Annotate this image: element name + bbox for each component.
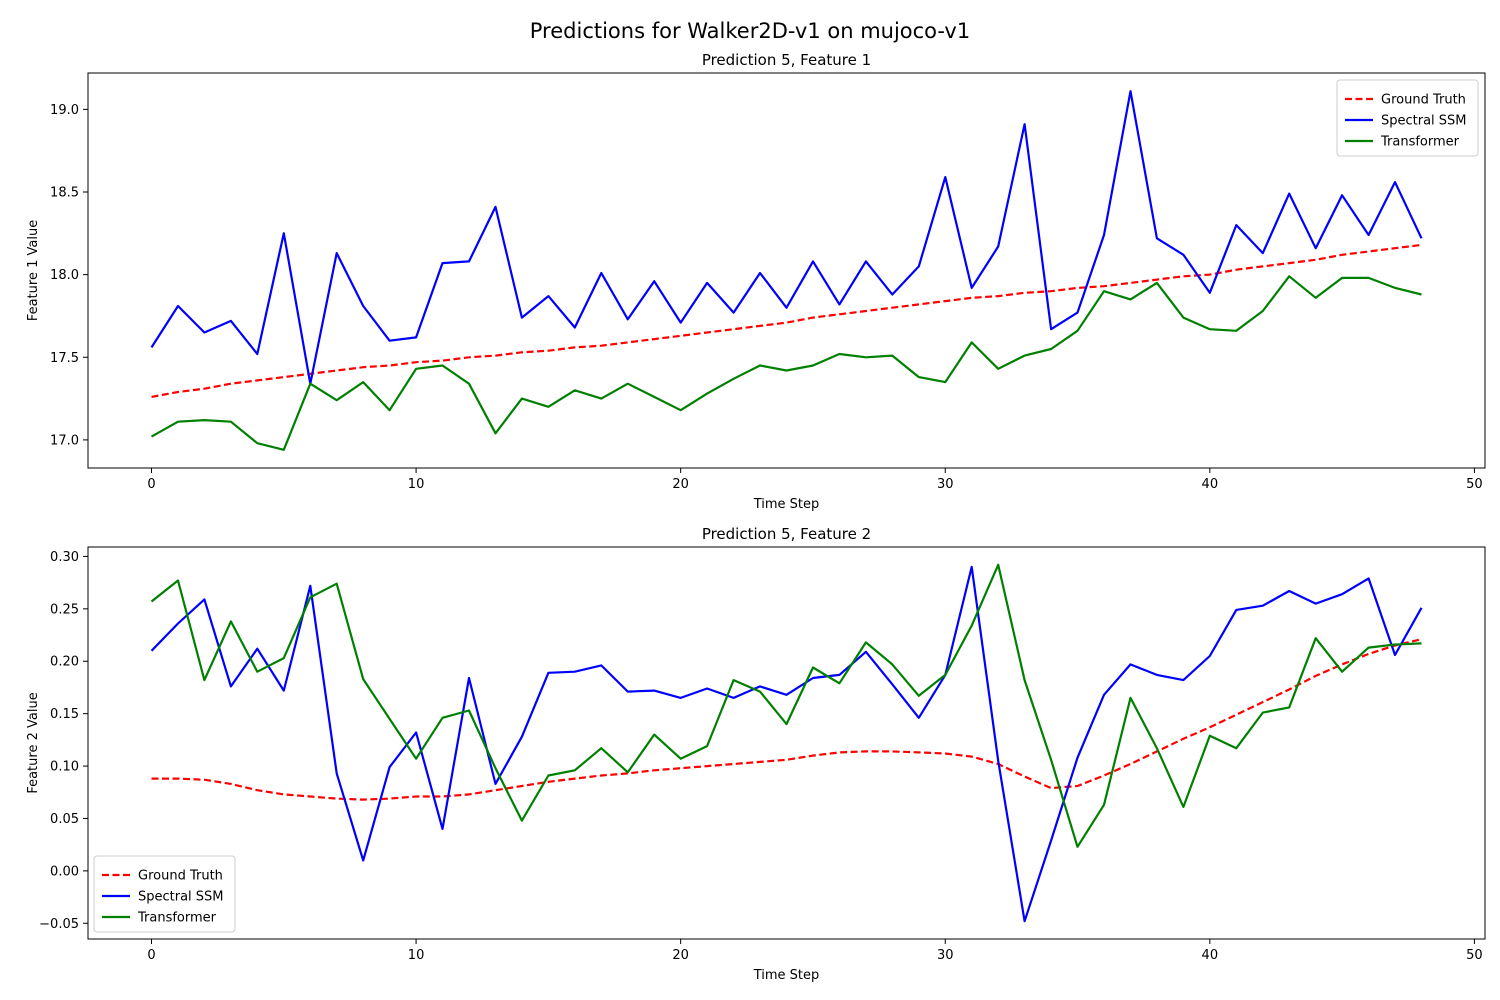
- feature-1-x-axis-label: Time Step: [753, 497, 820, 512]
- series-line-transformer: [150, 563, 1422, 848]
- legend-label: Transformer: [137, 911, 217, 926]
- y-tick-label: 0.20: [50, 655, 79, 670]
- feature-1-chart-title: Prediction 5, Feature 1: [702, 51, 871, 69]
- feature-2-series-lines: [150, 563, 1423, 923]
- legend-label: Transformer: [1380, 135, 1460, 150]
- feature-2-legend: Ground Truth Spectral SSM Transformer: [93, 855, 236, 933]
- legend-label: Ground Truth: [138, 869, 223, 884]
- x-tick-label: 40: [1202, 948, 1219, 963]
- x-tick-label: 30: [937, 477, 954, 492]
- series-line-spectral-ssm: [150, 565, 1423, 923]
- x-tick-label: 10: [408, 948, 425, 963]
- x-tick-label: 40: [1202, 477, 1219, 492]
- legend-label: Ground Truth: [1381, 93, 1466, 108]
- legend-label: Spectral SSM: [1381, 114, 1467, 129]
- feature-2-plot-frame: [87, 546, 1486, 940]
- x-tick-label: 20: [672, 477, 689, 492]
- series-line-spectral-ssm: [150, 90, 1423, 385]
- feature-1-ticks: 0 10 20 30 40 50 17.0 17.5 18.0 18.5 19.0: [50, 103, 1483, 492]
- feature-2-ticks: 0 10 20 30 40 50 −0.05 0.00 0.05 0.10 0.15 0.20 0.25…: [39, 550, 1483, 963]
- feature-1-plot-frame: [87, 72, 1486, 469]
- feature-2-x-axis-label: Time Step: [753, 968, 820, 983]
- x-tick-label: 20: [672, 948, 689, 963]
- x-tick-label: 10: [408, 477, 425, 492]
- y-tick-label: −0.05: [39, 917, 79, 932]
- series-line-transformer: [150, 275, 1422, 451]
- series-line-ground-truth: [151, 638, 1422, 801]
- feature-2-y-axis-label: Feature 2 Value: [26, 692, 41, 793]
- y-tick-label: 0.10: [50, 760, 79, 775]
- legend-label: Spectral SSM: [138, 890, 224, 905]
- y-tick-label: 0.00: [50, 864, 79, 879]
- y-tick-label: 0.05: [50, 812, 79, 827]
- y-tick-label: 0.30: [50, 550, 79, 565]
- feature-1-panel: Prediction 5, Feature 1 Time Step Featur…: [26, 51, 1486, 512]
- feature-1-y-axis-label: Feature 1 Value: [26, 220, 41, 321]
- y-tick-label: 19.0: [50, 103, 79, 118]
- x-tick-label: 0: [147, 477, 155, 492]
- y-tick-label: 17.0: [50, 433, 79, 448]
- y-tick-label: 0.25: [50, 602, 79, 617]
- y-tick-label: 0.15: [50, 707, 79, 722]
- y-tick-label: 18.0: [50, 268, 79, 283]
- feature-2-panel: Prediction 5, Feature 2 Time Step Featur…: [26, 525, 1486, 983]
- figure-title: Predictions for Walker2D-v1 on mujoco-v1: [530, 19, 970, 43]
- y-tick-label: 17.5: [50, 351, 79, 366]
- y-tick-label: 18.5: [50, 185, 79, 200]
- x-tick-label: 0: [147, 948, 155, 963]
- feature-1-legend: Ground Truth Spectral SSM Transformer: [1336, 79, 1479, 157]
- x-tick-label: 30: [937, 948, 954, 963]
- series-line-ground-truth: [151, 243, 1422, 398]
- feature-2-chart-title: Prediction 5, Feature 2: [702, 525, 871, 543]
- x-tick-label: 50: [1466, 477, 1483, 492]
- feature-1-series-lines: [150, 90, 1423, 451]
- x-tick-label: 50: [1466, 948, 1483, 963]
